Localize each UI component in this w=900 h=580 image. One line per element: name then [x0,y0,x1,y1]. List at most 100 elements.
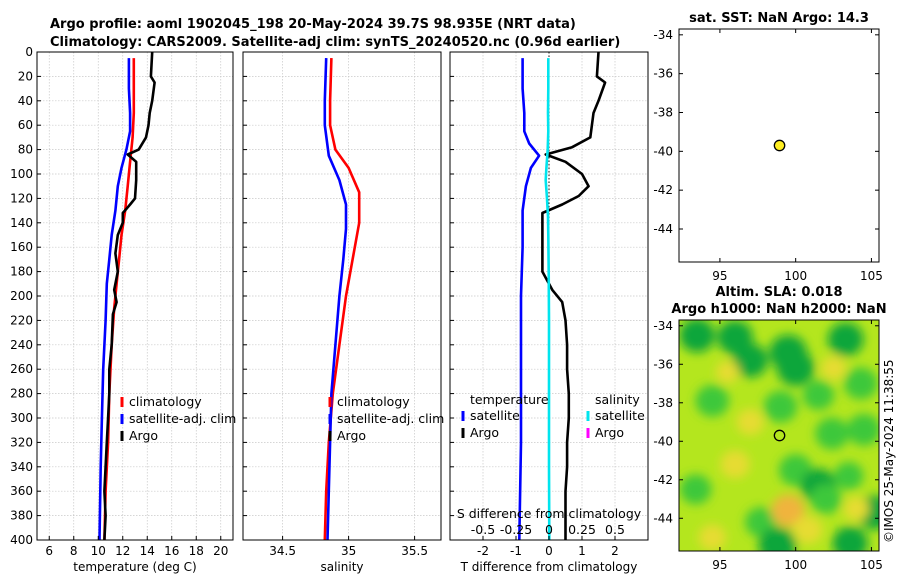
x-tick-label: 105 [860,269,883,283]
x-tick-label: 10 [91,544,106,558]
difference-panel: -2 -1 0 1 2 T difference from climatology S di… [449,51,649,574]
y-tick-label: 220 [10,313,33,327]
sla-low [771,494,805,527]
top-tick-label: 0 [545,522,553,537]
y-tick-label: -38 [653,396,673,410]
sla-low [793,515,823,544]
y-tick-label: 360 [10,484,33,498]
x-tick-label: 8 [70,544,78,558]
y-tick-label: 320 [10,435,33,449]
sst-map-panel: 95 100 105 -34 -36 -38 -40 -42 -44 [653,28,882,283]
sla-high [695,384,730,417]
map-frame [678,319,880,552]
top-axis-label: S difference from climatology [457,506,642,521]
y-tick-label: 260 [10,362,33,376]
top-tick-label: 0.5 [605,522,625,537]
y-tick-label: -44 [653,511,673,525]
x-axis-label: temperature (deg C) [73,560,196,574]
sla-field [679,320,879,551]
y-tick-label: 160 [10,240,33,254]
legend-label: Argo [470,425,499,440]
sla-low [736,409,764,436]
x-tick-label: 95 [712,558,727,572]
legend-label: Argo [595,425,624,440]
sla-low [698,524,726,551]
series-line-s-satellite [544,58,551,540]
x-tick-label: 1 [578,544,586,558]
y-tick-label: 280 [10,387,33,401]
y-tick-label: -42 [653,183,673,197]
plot-area [37,52,233,540]
y-tick-label: 140 [10,216,33,230]
top-tick-label: -0.25 [500,522,532,537]
sla-high [844,367,878,400]
y-tick-label: -34 [653,28,673,42]
y-tick-label: -40 [653,144,673,158]
legend-header-temperature: temperature [470,392,549,407]
x-tick-label: 12 [115,544,130,558]
x-tick-label: 35.5 [401,544,428,558]
sla-high [679,474,712,505]
sla-high [810,484,842,515]
sla-high [827,322,864,357]
top-tick-label: 0.25 [568,522,596,537]
y-tick-label: 200 [10,289,33,303]
figure-title-line2: Climatology: CARS2009. Satellite-adj cli… [50,35,620,50]
y-tick-label: 100 [10,167,33,181]
y-tick-label: -34 [653,319,673,333]
x-tick-label: 14 [140,544,155,558]
legend-label: Argo [337,428,366,443]
x-tick-label: 34.5 [269,544,296,558]
temperature-panel: 6 8 10 12 14 16 18 2002040608010012014016018020… [10,45,236,574]
salinity-panel: 34.5 35 35.5 salinity climatology satellite-a… [242,51,444,574]
y-tick-label: -36 [653,357,673,371]
x-tick-label: 95 [712,269,727,283]
sla-high [758,527,797,551]
legend-label: climatology [337,394,410,409]
x-tick-label: 20 [213,544,228,558]
series-line-t-argo [541,52,607,540]
sla-high [776,350,815,387]
x-tick-label: 6 [45,544,53,558]
x-tick-label: 18 [189,544,204,558]
y-tick-label: 380 [10,509,33,523]
y-tick-label: 120 [10,191,33,205]
y-tick-label: -36 [653,67,673,81]
sla-low [820,356,847,381]
x-tick-label: 105 [860,558,883,572]
y-tick-label: 400 [10,533,33,547]
x-axis-label: T difference from climatology [460,560,638,574]
x-tick-label: 35 [341,544,356,558]
x-tick-label: 16 [164,544,179,558]
y-tick-label: -40 [653,434,673,448]
sla-high [815,417,849,450]
argo-float-marker [773,429,786,442]
sla-anomalies [679,320,879,551]
top-tick-label: -0.5 [471,522,495,537]
y-tick-label: -38 [653,105,673,119]
series-line-argo [103,52,156,540]
sla-low [843,496,869,521]
x-tick-label: -2 [477,544,489,558]
x-tick-label: 100 [784,269,807,283]
map-frame [678,28,880,263]
legend-header-salinity: salinity [595,392,640,407]
sla-high [679,320,716,353]
argo-float-marker [773,139,786,152]
sla-high [763,390,798,423]
y-tick-label: 80 [18,143,33,157]
figure-title-line1: Argo profile: aoml 1902045_198 20-May-20… [50,17,576,32]
sla-map-panel: 95 100 105 -34 -36 -38 -40 -42 -44 [653,319,883,572]
legend-label: satellite-adj. clim [337,411,444,426]
sla-high [847,413,879,446]
sla-low [715,360,740,383]
legend-label: climatology [129,394,202,409]
imos-timestamp: ©IMOS 25-May-2024 11:38:55 [882,359,896,543]
x-tick-label: 100 [784,558,807,572]
legend-label: satellite [470,408,520,423]
sst-map-title: sat. SST: NaN Argo: 14.3 [689,11,869,26]
sla-high [732,343,769,378]
y-tick-label: -42 [653,473,673,487]
y-tick-label: 300 [10,411,33,425]
